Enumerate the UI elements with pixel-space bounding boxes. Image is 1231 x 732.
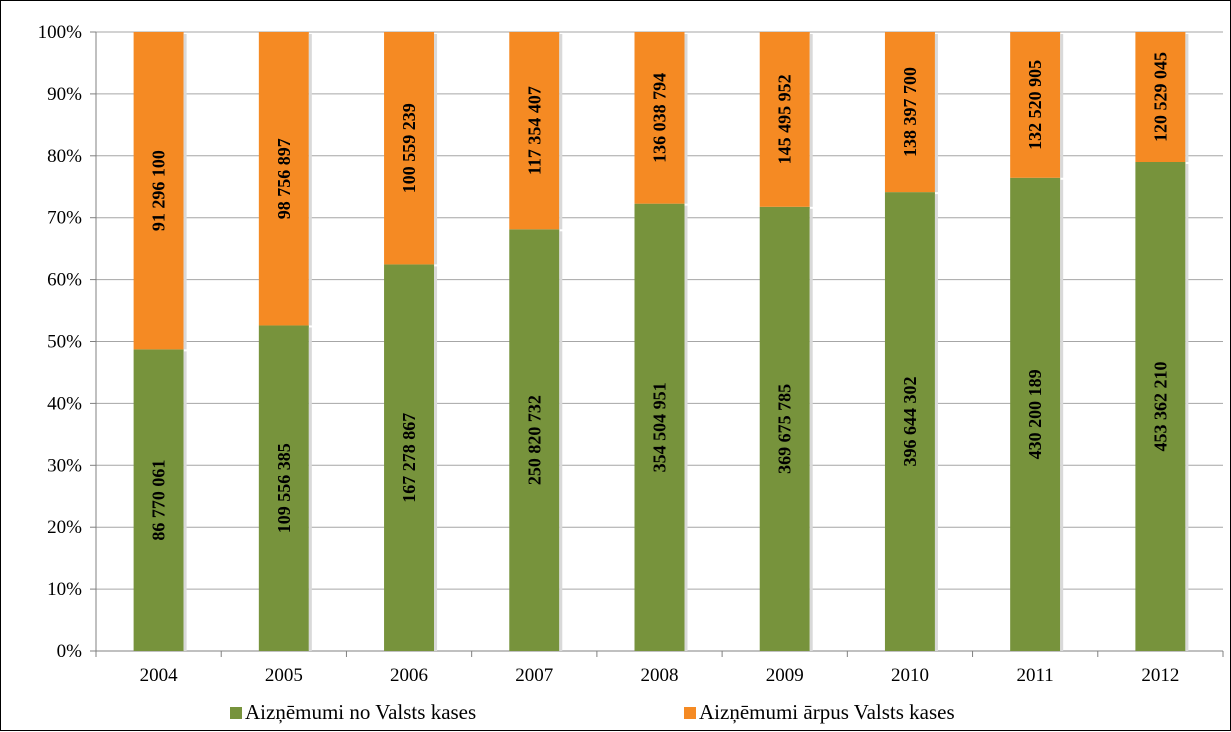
data-label: 354 504 951	[650, 382, 670, 472]
data-labels: 86 770 061 91 296 100 109 556 385 98 756 89…	[149, 52, 1171, 541]
bar-segment	[884, 192, 935, 651]
bar-segment	[133, 349, 184, 651]
y-tick-label: 20%	[47, 517, 82, 538]
bar-shadow	[559, 34, 563, 230]
y-tick-label: 60%	[47, 270, 82, 291]
bar-segment	[884, 32, 935, 193]
y-tick-label: 70%	[47, 208, 82, 229]
data-label: 167 278 867	[399, 413, 419, 503]
y-tick-label: 40%	[47, 393, 82, 414]
bar-shadow	[183, 351, 187, 651]
bar-segment	[258, 32, 309, 326]
bar-shadow	[308, 327, 312, 651]
data-label: 430 200 189	[1025, 369, 1045, 459]
y-tick-label: 30%	[47, 455, 82, 476]
bar-shadow	[434, 266, 438, 651]
legend-label: Aizņēmumi no Valsts kases	[245, 700, 476, 724]
x-tick-label: 2011	[1017, 665, 1054, 686]
legend-label: Aizņēmumi ārpus Valsts kases	[699, 700, 955, 724]
y-tick-label: 90%	[47, 84, 82, 105]
x-tick-label: 2006	[390, 665, 428, 686]
x-tick-label: 2009	[766, 665, 804, 686]
bar-shadow	[684, 34, 688, 204]
data-label: 145 495 952	[775, 74, 795, 164]
data-label: 91 296 100	[149, 150, 169, 231]
bar-segment	[384, 264, 435, 651]
y-tick-label: 100%	[38, 22, 83, 43]
x-tick-label: 2010	[891, 665, 929, 686]
bar-segment	[258, 325, 309, 651]
data-label: 453 362 210	[1150, 362, 1170, 452]
x-tick-label: 2008	[641, 665, 679, 686]
bar-shadow	[1185, 34, 1189, 163]
y-tick-label: 0%	[57, 641, 83, 662]
legend: Aizņēmumi no Valsts kases Aizņēmumi ārpus…	[230, 700, 955, 724]
data-label: 369 675 785	[775, 384, 795, 474]
data-label: 120 529 045	[1150, 52, 1170, 142]
bar-shadow	[183, 34, 187, 350]
y-tick-label: 10%	[47, 579, 82, 600]
data-label: 86 770 061	[149, 460, 169, 541]
x-tick-label: 2005	[265, 665, 303, 686]
y-tick-label: 80%	[47, 146, 82, 167]
bar-shadow	[1060, 34, 1064, 178]
bars	[133, 32, 1189, 652]
data-label: 138 397 700	[900, 67, 920, 157]
bar-shadow	[934, 34, 938, 193]
bar-segment	[384, 32, 435, 265]
bar-segment	[634, 203, 685, 651]
bar-shadow	[434, 34, 438, 265]
data-label: 109 556 385	[274, 443, 294, 533]
x-tick-label: 2004	[140, 665, 179, 686]
bar-shadow	[559, 231, 563, 651]
x-tick-label: 2012	[1141, 665, 1179, 686]
bar-shadow	[1060, 179, 1064, 651]
bar-segment	[1135, 32, 1186, 163]
bar-segment	[509, 32, 560, 230]
data-label: 250 820 732	[524, 395, 544, 485]
bar-shadow	[684, 205, 688, 651]
legend-swatch	[684, 707, 696, 719]
bar-segment	[133, 32, 184, 350]
bar-shadow	[809, 34, 813, 207]
bar-segment	[1135, 162, 1186, 652]
bar-segment	[759, 206, 810, 651]
data-label: 132 520 905	[1025, 60, 1045, 150]
bar-segment	[634, 32, 685, 204]
data-label: 100 559 239	[399, 103, 419, 193]
bar-segment	[1010, 32, 1061, 178]
x-tick-label: 2007	[515, 665, 553, 686]
data-label: 98 756 897	[274, 138, 294, 219]
data-label: 136 038 794	[650, 73, 670, 163]
bar-shadow	[1185, 164, 1189, 652]
legend-swatch	[230, 707, 242, 719]
bar-segment	[759, 32, 810, 207]
y-tick-label: 50%	[47, 332, 82, 353]
bar-shadow	[934, 194, 938, 651]
bar-shadow	[308, 34, 312, 326]
data-label: 117 354 407	[524, 86, 544, 175]
bar-segment	[1010, 177, 1061, 651]
bar-segment	[509, 229, 560, 651]
bar-shadow	[809, 208, 813, 651]
data-label: 396 644 302	[900, 377, 920, 467]
